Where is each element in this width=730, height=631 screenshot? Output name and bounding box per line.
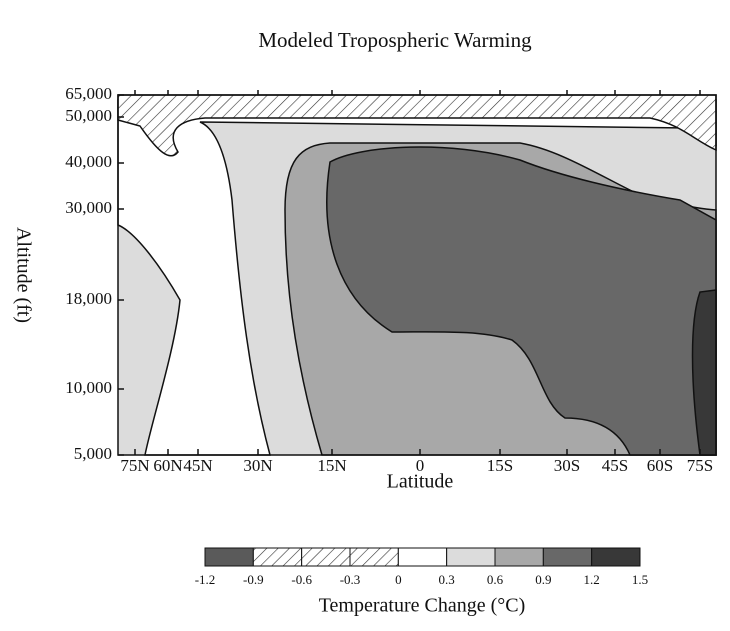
y-tick-label: 65,000 xyxy=(65,84,112,103)
x-tick-label: 75S xyxy=(687,456,713,475)
x-tick-label: 0 xyxy=(416,456,425,475)
x-tick-label: 30S xyxy=(554,456,580,475)
colorbar-tick-label: 0.9 xyxy=(535,572,551,587)
colorbar-swatch xyxy=(397,547,448,567)
colorbar-swatch xyxy=(204,547,254,567)
colorbar-tick-label: -0.9 xyxy=(243,572,264,587)
colorbar-tick-label: 0 xyxy=(395,572,402,587)
contour-region xyxy=(117,99,717,456)
x-tick-label: 15S xyxy=(487,456,513,475)
plot-frame xyxy=(117,94,717,456)
x-tick-label: 15N xyxy=(317,456,346,475)
colorbar-tick-label: -0.3 xyxy=(340,572,361,587)
x-tick-label: 45N xyxy=(183,456,212,475)
colorbar-swatch xyxy=(301,547,351,567)
y-tick-label: 10,000 xyxy=(65,378,112,397)
x-tick-label: 30N xyxy=(243,456,272,475)
y-tick-label: 40,000 xyxy=(65,152,112,171)
colorbar-title: Temperature Change (°C) xyxy=(319,595,526,617)
contour-region xyxy=(326,146,717,456)
colorbar-swatch xyxy=(446,547,496,567)
x-tick-label: 60S xyxy=(647,456,673,475)
y-axis-title: Altitude (ft) xyxy=(12,227,34,323)
colorbar-swatch xyxy=(349,547,399,567)
colorbar-tick-label: 1.5 xyxy=(632,572,648,587)
x-tick-label: 60N xyxy=(153,456,182,475)
x-tick-label: 45S xyxy=(602,456,628,475)
colorbar-tick-label: -0.6 xyxy=(291,572,312,587)
contour-field xyxy=(117,94,717,456)
colorbar-swatch xyxy=(591,547,641,567)
contour-region xyxy=(117,94,717,157)
colorbar-swatch xyxy=(542,547,593,567)
colorbar-swatch xyxy=(252,547,303,567)
x-axis-title: Latitude xyxy=(387,471,454,493)
x-tick-label: 75N xyxy=(120,456,149,475)
chart-title: Modeled Tropospheric Warming xyxy=(258,28,532,52)
colorbar-tick-label: 1.2 xyxy=(584,572,600,587)
colorbar-tick-label: -1.2 xyxy=(195,572,216,587)
y-tick-label: 50,000 xyxy=(65,106,112,125)
y-tick-label: 30,000 xyxy=(65,198,112,217)
y-tick-label: 18,000 xyxy=(65,289,112,308)
y-tick-label: 5,000 xyxy=(74,444,112,463)
colorbar-swatch xyxy=(494,547,544,567)
colorbar-tick-label: 0.3 xyxy=(439,572,455,587)
colorbar-tick-label: 0.6 xyxy=(487,572,504,587)
